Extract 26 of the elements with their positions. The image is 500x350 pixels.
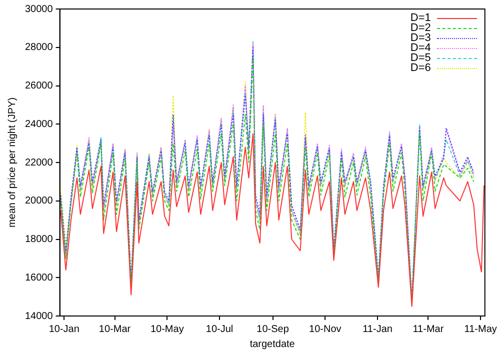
x-tick-label: 11-May bbox=[464, 324, 497, 335]
x-tick-label: 10-May bbox=[150, 324, 184, 335]
legend-label: D=2 bbox=[410, 22, 431, 34]
y-axis-title: mean of price per night (JPY) bbox=[6, 97, 18, 228]
y-tick-label: 30000 bbox=[24, 4, 54, 15]
y-tick-label: 18000 bbox=[24, 234, 54, 245]
legend-label: D=4 bbox=[410, 42, 431, 54]
y-tick-label: 28000 bbox=[24, 42, 54, 54]
legend-label: D=3 bbox=[410, 32, 431, 44]
x-tick-label: 10-Jul bbox=[206, 324, 234, 335]
x-axis-title: targetdate bbox=[250, 338, 296, 350]
x-tick-label: 11-Mar bbox=[412, 324, 444, 335]
x-tick-label: 10-Nov bbox=[309, 324, 342, 335]
x-tick-label: 10-Jan bbox=[48, 324, 80, 335]
y-tick-label: 20000 bbox=[24, 196, 54, 207]
legend-label: D=5 bbox=[410, 52, 431, 64]
x-tick-label: 10-Sep bbox=[256, 324, 290, 335]
legend-label: D=1 bbox=[410, 12, 431, 24]
y-tick-label: 16000 bbox=[24, 272, 54, 284]
y-tick-label: 14000 bbox=[24, 310, 54, 322]
x-tick-label: 10-Mar bbox=[98, 324, 132, 335]
y-tick-label: 22000 bbox=[24, 157, 54, 168]
legend-label: D=6 bbox=[410, 62, 431, 74]
y-tick-label: 24000 bbox=[24, 118, 54, 130]
x-tick-label: 11-Jan bbox=[362, 324, 392, 335]
y-tick-label: 26000 bbox=[24, 80, 54, 92]
